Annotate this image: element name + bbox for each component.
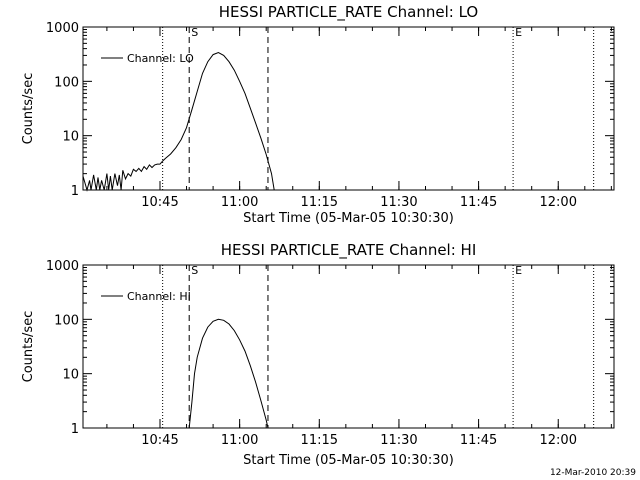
y-axis-label: Counts/sec [21,311,36,383]
time-marker-label: E [515,26,522,39]
y-tick-label: 10 [62,368,79,383]
hi-channel-panel: HESSI PARTICLE_RATE Channel: HI 10:45 11:0… [21,241,615,468]
plot-frame [82,264,615,429]
chart-title: HESSI PARTICLE_RATE Channel: HI [221,241,477,260]
y-axis-label: Counts/sec [21,73,36,145]
y-tick-label: 1000 [46,21,79,36]
time-marker-label: S [191,264,198,277]
x-tick-label: 11:15 [301,433,338,448]
series-line [188,318,269,429]
x-axis-label: Start Time (05-Mar-05 10:30:30) [243,211,454,226]
legend-label: Channel: HI [127,290,191,303]
x-tick-label: 11:45 [460,433,497,448]
chart-title: HESSI PARTICLE_RATE Channel: LO [219,3,478,22]
y-tick-label: 1 [71,422,79,437]
y-tick-label: 10 [62,130,79,145]
y-tick-label: 100 [54,313,79,328]
legend-label: Channel: LO [127,52,194,65]
x-tick-label: 11:30 [380,195,417,210]
time-marker-label: S [191,26,198,39]
timestamp-label: 12-Mar-2010 20:39 [550,468,636,478]
x-tick-label: 11:15 [301,195,338,210]
x-tick-label: 10:45 [141,195,178,210]
series-line [82,51,275,192]
y-tick-label: 100 [54,75,79,90]
time-marker-label: E [515,264,522,277]
x-tick-label: 12:00 [540,433,577,448]
x-tick-label: 11:45 [460,195,497,210]
lo-channel-panel: HESSI PARTICLE_RATE Channel: LO 10:45 11:0… [21,3,615,226]
x-tick-label: 11:30 [380,433,417,448]
x-tick-label: 11:00 [221,195,258,210]
x-tick-label: 10:45 [141,433,178,448]
x-axis-label: Start Time (05-Mar-05 10:30:30) [243,453,454,468]
y-tick-label: 1 [71,184,79,199]
x-tick-label: 12:00 [540,195,577,210]
y-tick-label: 1000 [46,259,79,274]
plot-frame [82,26,615,191]
x-tick-label: 11:00 [221,433,258,448]
